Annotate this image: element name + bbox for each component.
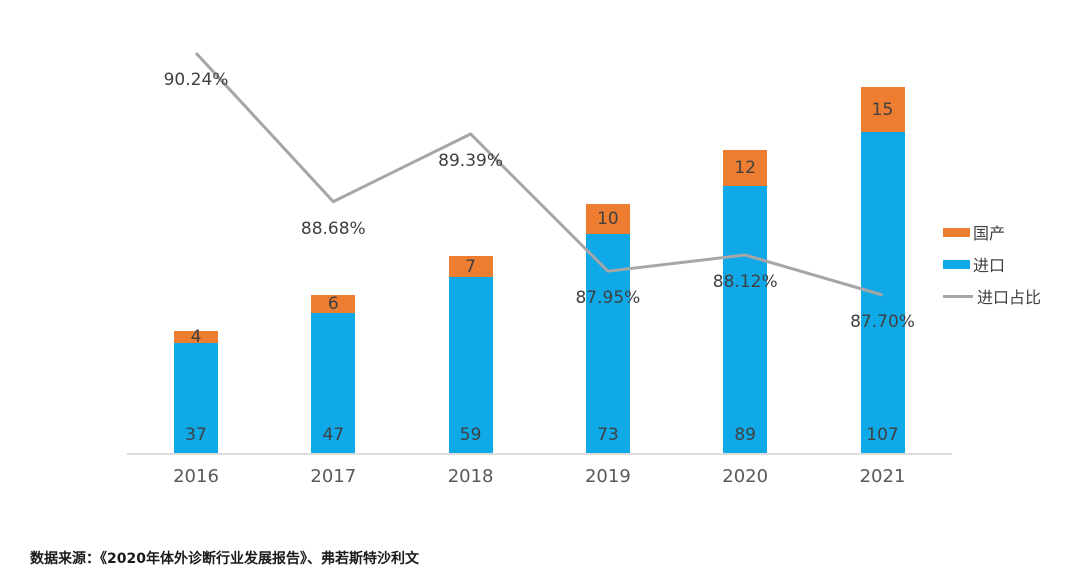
bar-import-value: 47 (322, 425, 345, 445)
x-axis-label: 2017 (310, 466, 357, 487)
legend-line-swatch-icon (943, 294, 973, 298)
legend-item: 国产 (943, 223, 1041, 243)
bar-domestic-value: 12 (734, 158, 757, 178)
bar-domestic-segment (585, 204, 630, 234)
bar-domestic-value: 15 (871, 99, 894, 120)
x-axis-label: 2020 (722, 466, 769, 487)
ratio-point-label: 87.95% (575, 288, 641, 309)
bar-import-segment (448, 277, 493, 454)
legend-label: 国产 (973, 224, 1006, 243)
ratio-point-label: 88.68% (300, 218, 366, 239)
bar-import-segment (174, 343, 218, 454)
bar-import-value: 89 (734, 425, 757, 445)
legend-label: 进口占比 (977, 288, 1042, 307)
bar-import-segment (860, 132, 905, 454)
bar-domestic-segment (311, 295, 356, 313)
bar-domestic-value: 6 (327, 294, 339, 314)
bar-domestic-segment (448, 256, 493, 277)
bar-import-segment (311, 313, 356, 454)
ratio-point-label: 87.70% (850, 312, 915, 332)
x-axis-label: 2019 (584, 466, 631, 487)
legend-label: 进口 (973, 256, 1006, 275)
x-axis-label: 2018 (447, 466, 494, 487)
bar-import-value: 107 (866, 425, 899, 445)
x-axis-label: 2021 (859, 466, 906, 487)
legend-item: 进口 (943, 255, 1041, 275)
source-note: 数据来源：《2020年体外诊断行业发展报告》、弗若斯特沙利文 (30, 551, 419, 567)
legend-rect-swatch-icon (943, 227, 970, 237)
ratio-point-label: 89.39% (438, 150, 504, 171)
ratio-point-label: 88.12% (712, 271, 778, 292)
bar-domestic-segment (860, 87, 905, 132)
x-axis-line (127, 453, 952, 455)
bar-import-value: 73 (597, 425, 619, 445)
legend-item: 进口占比 (943, 287, 1042, 307)
bar-domestic-value: 4 (190, 327, 202, 347)
bar-domestic-value: 7 (465, 256, 477, 277)
bar-domestic-segment (174, 331, 218, 343)
x-axis-label: 2016 (173, 466, 219, 487)
bar-import-value: 59 (459, 425, 482, 445)
bar-domestic-value: 10 (597, 209, 619, 229)
legend-rect-swatch-icon (943, 259, 970, 269)
ratio-point-label: 90.24% (163, 70, 229, 90)
ratio-line (194, 51, 883, 297)
legend: 国产进口进口占比 (943, 223, 1042, 307)
bar-domestic-segment (723, 150, 768, 186)
bar-import-value: 37 (185, 425, 207, 445)
bar-import-segment (723, 186, 768, 454)
